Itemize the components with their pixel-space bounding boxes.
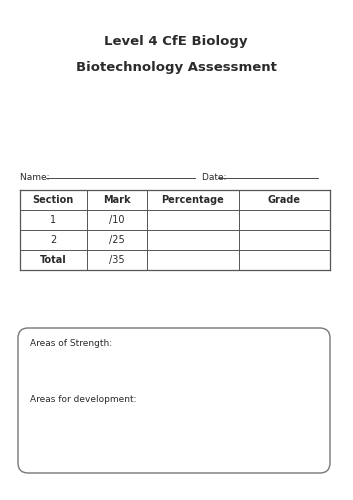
Text: /35: /35 bbox=[109, 255, 125, 265]
Text: Date:: Date: bbox=[202, 174, 229, 182]
Text: Grade: Grade bbox=[268, 195, 301, 205]
Text: Level 4 CfE Biology: Level 4 CfE Biology bbox=[104, 36, 248, 49]
Text: Percentage: Percentage bbox=[161, 195, 224, 205]
Text: 2: 2 bbox=[50, 235, 56, 245]
Text: Areas for development:: Areas for development: bbox=[30, 396, 137, 404]
Text: Total: Total bbox=[40, 255, 67, 265]
Text: 1: 1 bbox=[50, 215, 56, 225]
Text: Name:: Name: bbox=[20, 174, 52, 182]
Text: /25: /25 bbox=[109, 235, 125, 245]
Text: Mark: Mark bbox=[103, 195, 131, 205]
Text: Areas of Strength:: Areas of Strength: bbox=[30, 340, 112, 348]
Text: Section: Section bbox=[33, 195, 74, 205]
Text: Biotechnology Assessment: Biotechnology Assessment bbox=[76, 62, 276, 74]
FancyBboxPatch shape bbox=[18, 328, 330, 473]
Text: /10: /10 bbox=[109, 215, 125, 225]
